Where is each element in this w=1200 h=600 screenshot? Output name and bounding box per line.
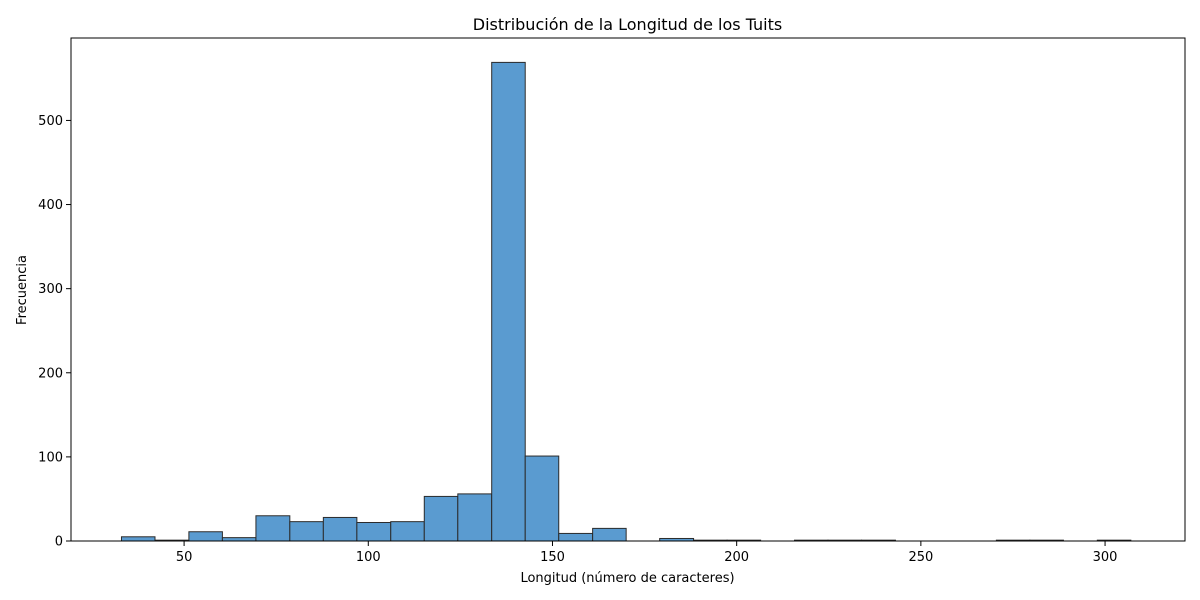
y-tick-label: 400 — [38, 198, 63, 213]
y-tick-label: 200 — [38, 366, 63, 381]
x-tick-label: 100 — [356, 550, 381, 565]
y-tick-label: 500 — [38, 114, 63, 129]
histogram-bar — [289, 521, 324, 542]
histogram-bar — [423, 495, 459, 542]
y-tick-label: 0 — [55, 535, 63, 550]
plot-frame — [70, 37, 1186, 542]
histogram-bar — [255, 515, 291, 542]
histogram-bar — [524, 455, 560, 542]
y-tick-label: 300 — [38, 282, 63, 297]
x-tick-label: 250 — [908, 550, 933, 565]
x-axis-label: Longitud (número de caracteres) — [520, 571, 734, 586]
histogram-bar — [120, 536, 156, 542]
histogram-bars — [120, 61, 1132, 542]
y-tick-label: 100 — [38, 450, 63, 465]
x-tick-label: 200 — [724, 550, 749, 565]
y-axis-label: Frecuencia — [15, 255, 30, 325]
histogram-bar — [457, 493, 493, 542]
histogram-bar — [322, 516, 358, 542]
histogram-bar — [390, 521, 425, 542]
histogram-bar — [188, 531, 223, 542]
y-axis-ticks: 0 100 200 300 400 500 — [38, 114, 71, 550]
histogram-bar — [491, 61, 526, 542]
histogram-bar — [592, 527, 627, 542]
x-tick-label: 300 — [1093, 550, 1118, 565]
chart-title: Distribución de la Longitud de los Tuits — [473, 15, 782, 34]
x-tick-label: 50 — [176, 550, 193, 565]
histogram-bar — [558, 532, 594, 542]
histogram-bar — [356, 521, 392, 542]
x-axis-ticks: 50 100 150 200 250 300 — [176, 541, 1118, 565]
histogram-bar — [221, 537, 257, 542]
x-tick-label: 150 — [540, 550, 565, 565]
